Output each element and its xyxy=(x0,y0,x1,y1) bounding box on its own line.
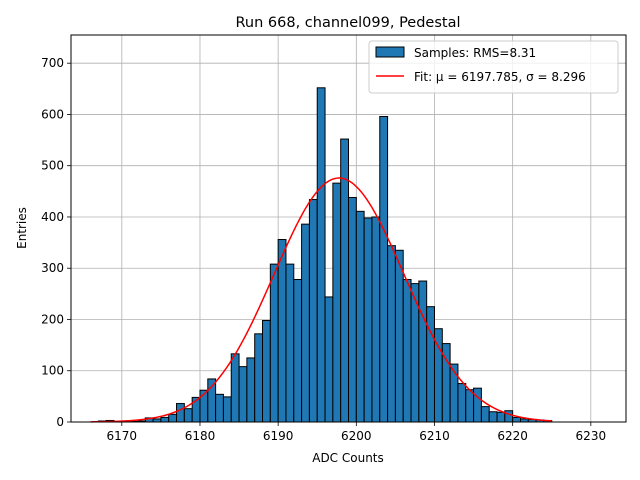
x-tick-label: 6230 xyxy=(576,429,607,443)
fit-curve xyxy=(90,177,552,423)
histogram-bar xyxy=(254,333,264,423)
histogram-bar xyxy=(394,249,404,423)
x-tick-label: 6220 xyxy=(497,429,528,443)
y-tick-label: 500 xyxy=(41,159,64,173)
histogram-bar xyxy=(238,366,248,423)
histogram-bar xyxy=(480,406,490,423)
y-tick-label: 600 xyxy=(41,107,64,121)
histogram-bar xyxy=(324,296,334,423)
histogram-bar xyxy=(449,363,459,423)
y-tick-label: 100 xyxy=(41,364,64,378)
y-tick-label: 400 xyxy=(41,210,64,224)
histogram-bar xyxy=(426,306,435,423)
y-axis-label: Entries xyxy=(15,207,29,249)
x-axis-label: ADC Counts xyxy=(312,451,384,465)
histogram-bar xyxy=(285,263,295,423)
histogram-bar xyxy=(262,320,271,423)
y-axis-ticks: 0 100 200 300 400 500 600 700 xyxy=(41,56,71,429)
legend-label-fit: Fit: μ = 6197.785, σ = 8.296 xyxy=(414,70,586,84)
histogram-bar xyxy=(387,245,396,423)
histogram-bar xyxy=(222,396,232,423)
x-tick-label: 6170 xyxy=(107,429,138,443)
histogram-bar xyxy=(301,223,310,423)
histogram-bar xyxy=(277,239,287,423)
histogram-bar xyxy=(183,408,193,423)
histogram-bar xyxy=(269,263,279,423)
histogram-bar xyxy=(473,387,482,423)
histogram-bar xyxy=(230,353,240,423)
legend: Samples: RMS=8.31 Fit: μ = 6197.785, σ =… xyxy=(368,40,619,94)
histogram-bar xyxy=(332,182,342,423)
x-tick-label: 6180 xyxy=(185,429,216,443)
x-tick-label: 6190 xyxy=(263,429,294,443)
y-tick-label: 200 xyxy=(41,312,64,326)
legend-swatch-samples xyxy=(375,46,405,58)
histogram-bar xyxy=(465,389,475,423)
bars xyxy=(97,87,553,423)
histogram-bar xyxy=(160,416,170,423)
histogram-bar xyxy=(316,87,326,423)
x-tick-label: 6210 xyxy=(419,429,450,443)
legend-label-samples: Samples: RMS=8.31 xyxy=(414,46,536,60)
chart-title: Run 668, channel099, Pedestal xyxy=(235,15,460,31)
histogram-bar xyxy=(340,138,350,423)
histogram-bar xyxy=(496,411,506,423)
plot-frame xyxy=(70,34,627,423)
histogram-bar xyxy=(512,416,521,423)
legend-box xyxy=(368,40,619,94)
histogram-bar xyxy=(176,403,185,423)
histogram-bar xyxy=(402,279,412,423)
x-tick-label: 6200 xyxy=(341,429,372,443)
y-tick-label: 0 xyxy=(56,415,64,429)
histogram-bar xyxy=(308,199,318,423)
x-axis-ticks: 6170 6180 6190 6200 6210 6220 6230 xyxy=(107,422,607,443)
histogram-bar xyxy=(371,216,381,423)
histogram-bar xyxy=(246,357,256,423)
y-tick-label: 700 xyxy=(41,56,64,70)
histogram-bar xyxy=(215,393,224,423)
histogram-bar xyxy=(355,210,365,423)
histogram-bar xyxy=(363,217,373,423)
histogram-bar xyxy=(379,116,389,423)
histogram-bar xyxy=(293,279,303,423)
histogram-bar xyxy=(488,411,498,423)
histogram-bar xyxy=(418,280,428,423)
histogram-bar xyxy=(168,413,178,423)
histogram-bar xyxy=(348,196,357,423)
y-tick-label: 300 xyxy=(41,261,64,275)
histogram-bar xyxy=(457,383,467,423)
